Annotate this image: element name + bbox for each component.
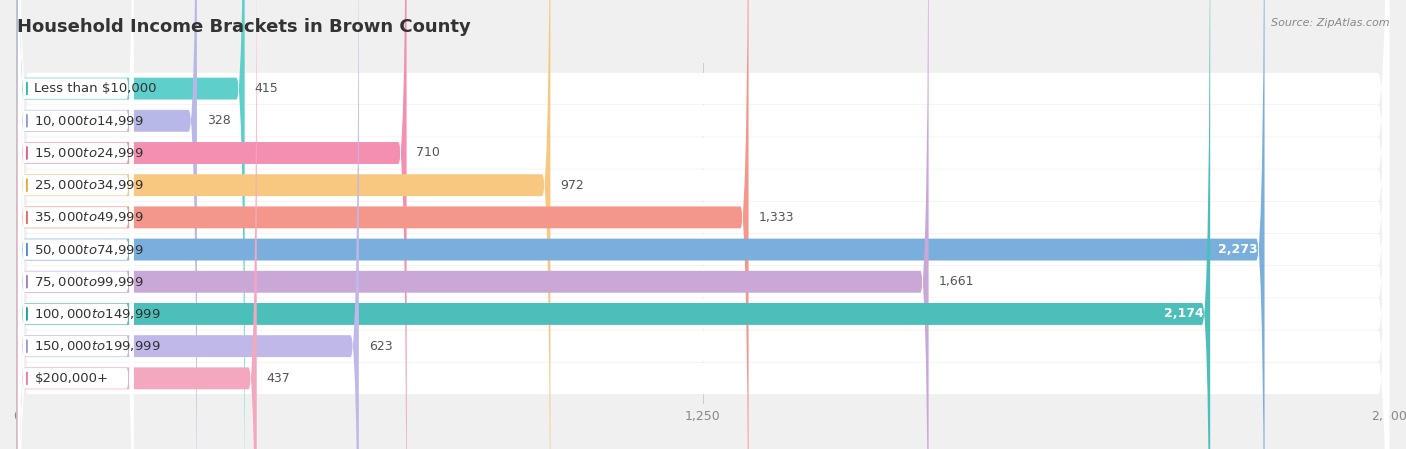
FancyBboxPatch shape (17, 0, 1389, 449)
FancyBboxPatch shape (18, 0, 134, 449)
Text: 2,273: 2,273 (1219, 243, 1258, 256)
FancyBboxPatch shape (17, 0, 359, 449)
FancyBboxPatch shape (17, 0, 1389, 449)
Text: Less than $10,000: Less than $10,000 (34, 82, 157, 95)
Text: 623: 623 (368, 339, 392, 352)
FancyBboxPatch shape (17, 0, 406, 449)
Text: $150,000 to $199,999: $150,000 to $199,999 (34, 339, 160, 353)
Text: 972: 972 (560, 179, 583, 192)
Text: 1,661: 1,661 (938, 275, 974, 288)
Text: $75,000 to $99,999: $75,000 to $99,999 (34, 275, 143, 289)
FancyBboxPatch shape (18, 2, 134, 449)
FancyBboxPatch shape (17, 0, 1211, 449)
FancyBboxPatch shape (17, 0, 1389, 449)
Text: 437: 437 (267, 372, 291, 385)
FancyBboxPatch shape (18, 0, 134, 449)
Text: $50,000 to $74,999: $50,000 to $74,999 (34, 242, 143, 256)
FancyBboxPatch shape (18, 0, 134, 449)
Text: 415: 415 (254, 82, 278, 95)
FancyBboxPatch shape (17, 0, 1389, 449)
FancyBboxPatch shape (18, 0, 134, 449)
FancyBboxPatch shape (17, 0, 197, 449)
FancyBboxPatch shape (17, 0, 1389, 449)
Text: Source: ZipAtlas.com: Source: ZipAtlas.com (1271, 18, 1389, 28)
Text: $15,000 to $24,999: $15,000 to $24,999 (34, 146, 143, 160)
Text: $35,000 to $49,999: $35,000 to $49,999 (34, 211, 143, 224)
Text: $200,000+: $200,000+ (34, 372, 108, 385)
FancyBboxPatch shape (18, 0, 134, 449)
Text: $10,000 to $14,999: $10,000 to $14,999 (34, 114, 143, 128)
FancyBboxPatch shape (17, 0, 748, 449)
FancyBboxPatch shape (17, 0, 1264, 449)
FancyBboxPatch shape (17, 0, 1389, 449)
FancyBboxPatch shape (17, 0, 1389, 449)
FancyBboxPatch shape (17, 0, 1389, 449)
Text: $100,000 to $149,999: $100,000 to $149,999 (34, 307, 160, 321)
FancyBboxPatch shape (17, 0, 928, 449)
Text: 328: 328 (207, 114, 231, 128)
FancyBboxPatch shape (17, 0, 245, 449)
FancyBboxPatch shape (17, 0, 257, 449)
Text: Household Income Brackets in Brown County: Household Income Brackets in Brown Count… (17, 18, 471, 36)
Text: 2,174: 2,174 (1164, 308, 1204, 321)
FancyBboxPatch shape (18, 0, 134, 449)
FancyBboxPatch shape (17, 0, 1389, 449)
FancyBboxPatch shape (18, 0, 134, 449)
FancyBboxPatch shape (17, 0, 1389, 449)
FancyBboxPatch shape (17, 0, 550, 449)
FancyBboxPatch shape (18, 0, 134, 449)
FancyBboxPatch shape (18, 0, 134, 449)
Text: $25,000 to $34,999: $25,000 to $34,999 (34, 178, 143, 192)
Text: 1,333: 1,333 (758, 211, 794, 224)
Text: 710: 710 (416, 146, 440, 159)
